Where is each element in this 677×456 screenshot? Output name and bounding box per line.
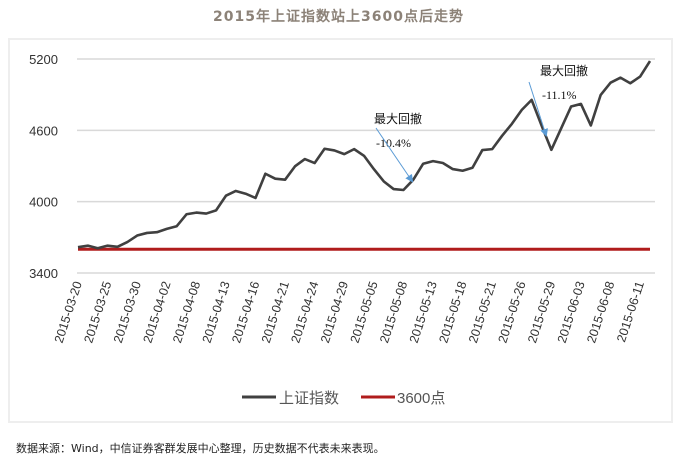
x-tick-label: 2015-03-30: [111, 280, 144, 345]
line-chart: 34004000460052002015-03-202015-03-252015…: [29, 52, 655, 407]
x-tick-label: 2015-04-13: [200, 280, 233, 345]
drawdown-arrow: [375, 127, 414, 183]
data-source-note: 数据来源：Wind，中信证券客群发展中心整理，历史数据不代表未来表现。: [16, 442, 385, 455]
legend-label-3600: 3600点: [397, 390, 445, 407]
x-tick-label: 2015-06-03: [555, 280, 588, 345]
x-tick-label: 2015-04-16: [229, 280, 262, 345]
x-tick-label: 2015-04-08: [170, 280, 203, 345]
y-tick-label: 3400: [29, 266, 58, 281]
y-tick-label: 5200: [29, 52, 58, 67]
x-tick-label: 2015-05-29: [525, 280, 558, 345]
x-tick-label: 2015-05-05: [348, 280, 381, 345]
drawdown-arrow: [528, 81, 548, 137]
chart-title: 2015年上证指数站上3600点后走势: [213, 9, 464, 25]
x-tick-label: 2015-04-02: [141, 280, 174, 345]
annotation-label: 最大回撤: [374, 111, 422, 126]
x-tick-label: 2015-05-13: [407, 280, 440, 345]
annotation-label: 最大回撤: [540, 63, 588, 78]
x-tick-label: 2015-05-26: [496, 280, 529, 345]
legend-label-index: 上证指数: [279, 389, 339, 407]
x-tick-label: 2015-06-08: [584, 280, 617, 345]
annotation-value: -11.1%: [542, 88, 577, 102]
x-tick-label: 2015-04-29: [318, 280, 351, 345]
y-tick-label: 4000: [29, 195, 58, 210]
x-tick-label: 2015-04-24: [288, 280, 321, 345]
x-tick-label: 2015-05-18: [436, 280, 469, 345]
x-tick-label: 2015-05-08: [377, 280, 410, 345]
x-tick-label: 2015-03-25: [81, 280, 114, 345]
annotation-value: -10.4%: [376, 136, 411, 150]
chart-frame: [8, 38, 673, 423]
x-tick-label: 2015-06-11: [614, 280, 647, 344]
x-tick-label: 2015-05-21: [466, 280, 499, 345]
x-tick-label: 2015-03-20: [52, 280, 85, 345]
x-tick-label: 2015-04-21: [259, 280, 292, 345]
y-tick-label: 4600: [29, 123, 58, 138]
